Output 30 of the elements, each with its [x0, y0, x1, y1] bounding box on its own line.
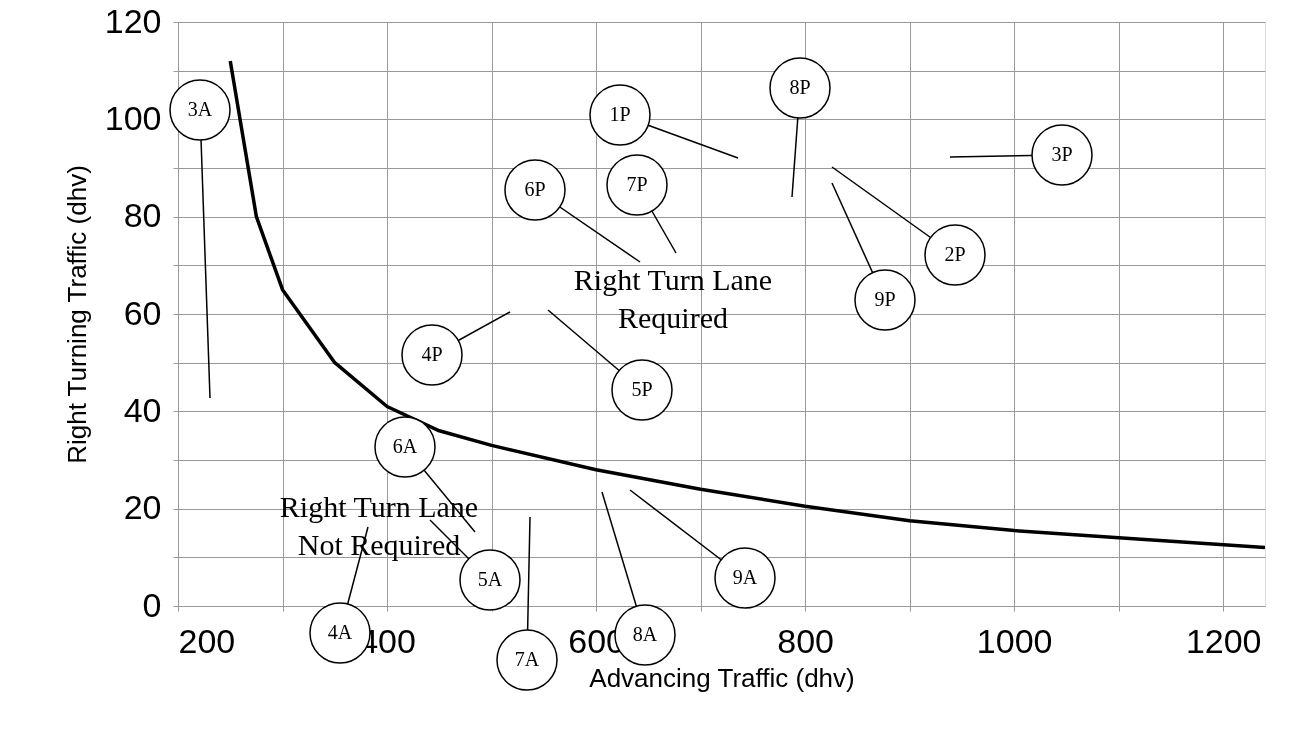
annotation: 9P: [874, 288, 896, 310]
annotation: Right Turn Lane Required: [573, 263, 773, 334]
x-tick-label: 200: [178, 621, 236, 660]
y-tick-label: 120: [104, 1, 162, 40]
annotation: 8P: [789, 76, 811, 98]
annotation: 9A: [732, 566, 758, 588]
annotation: 2P: [944, 243, 966, 265]
y-tick-label: 20: [123, 488, 162, 527]
annotation: 5P: [631, 378, 653, 400]
y-tick-label: 60: [123, 293, 162, 332]
x-axis-title: Advancing Traffic (dhv): [589, 662, 855, 693]
x-tick-label: 800: [777, 621, 834, 660]
text: 7A: [514, 648, 540, 670]
y-axis-title: Right Turning Traffic (dhv): [61, 165, 92, 464]
annotation: 1P: [609, 103, 631, 125]
annotation: 3A: [187, 98, 213, 120]
annotation: 3P: [1051, 143, 1073, 165]
annotation: 5A: [477, 568, 503, 590]
y-tick-label: 100: [104, 98, 162, 137]
x-tick-label: 1000: [976, 621, 1053, 660]
text: 4A: [327, 621, 353, 643]
y-tick-label: 40: [123, 390, 162, 429]
y-tick-label: 80: [123, 196, 162, 235]
annotation: 7P: [626, 173, 648, 195]
annotation: 6A: [392, 435, 418, 457]
annotation: 4P: [421, 343, 443, 365]
x-tick-label: 1200: [1185, 621, 1262, 660]
text: 8A: [632, 623, 658, 645]
y-tick-label: 0: [142, 585, 162, 624]
annotation: 6P: [524, 178, 546, 200]
